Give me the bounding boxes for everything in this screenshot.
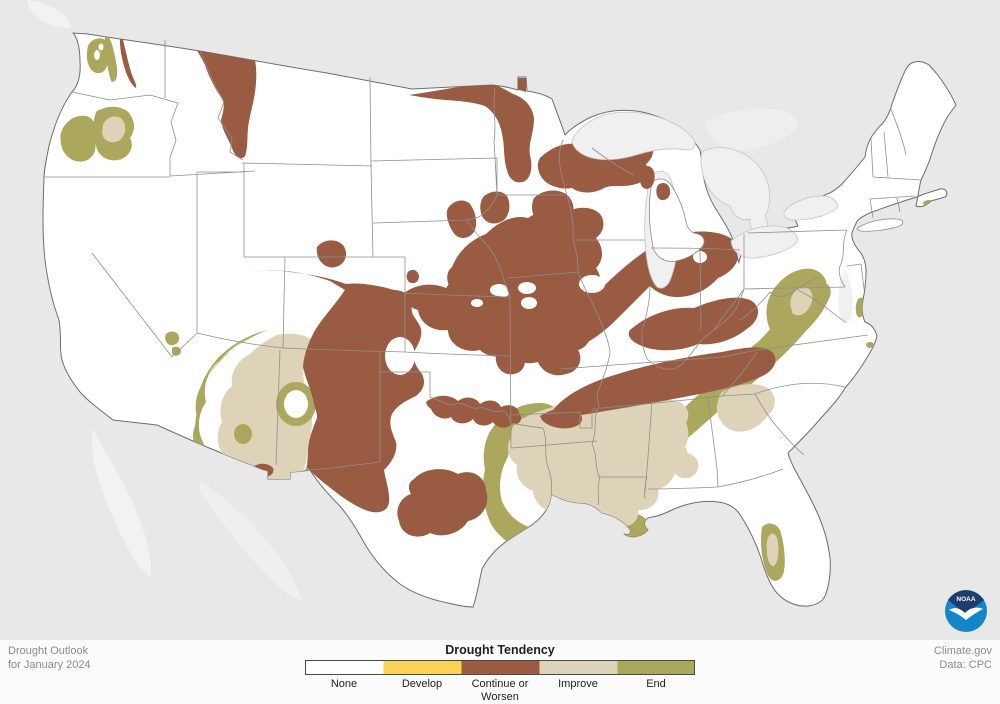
drought-tendency-legend: Drought Tendency None Develop Continue o… (300, 641, 700, 703)
legend-swatch-develop (383, 660, 462, 675)
footer-credit: Climate.gov Data: CPC (934, 644, 992, 673)
chesapeake-bay (838, 272, 853, 324)
lake-ontario (783, 195, 838, 221)
legend-label-continue-worsen: Continue or Worsen (471, 678, 529, 703)
legend-color-bar (305, 660, 695, 675)
legend-label-improve: Improve (558, 678, 598, 690)
footer-title-line2: for January 2024 (8, 659, 91, 672)
drought-continue-worsen-michigan (639, 166, 671, 201)
footer-bar: Drought Outlook for January 2024 Climate… (0, 640, 1000, 704)
legend-swatch-end (617, 660, 695, 675)
state-borders (44, 40, 922, 506)
legend-label-develop: Develop (401, 678, 443, 690)
legend-swatch-none (305, 660, 384, 675)
credit-line1: Climate.gov (933, 645, 992, 657)
noaa-logo-text: NOAA (956, 596, 975, 603)
legend-label-none: None (330, 678, 358, 690)
noaa-seagull-icon (949, 607, 983, 620)
legend-label-end: End (646, 678, 666, 690)
long-island (856, 218, 904, 232)
lake-superior (571, 111, 696, 161)
none-holes-southwest (94, 43, 308, 418)
us-drought-map (0, 0, 1000, 640)
noaa-logo-fan (948, 590, 984, 614)
footer-title: Drought Outlook for January 2024 (8, 644, 91, 673)
footer-title-line1: Drought Outlook (8, 645, 89, 657)
legend-bar-border (305, 660, 695, 675)
lake-erie (730, 225, 798, 259)
drought-continue-worsen-regions (119, 33, 816, 537)
legend-swatch-improve (539, 660, 618, 675)
terrain-shading (27, 0, 798, 600)
credit-line2: Data: CPC (939, 659, 992, 672)
noaa-logo: NOAA (945, 590, 987, 632)
legend-labels-row: None Develop Continue or Worsen Improve … (305, 678, 695, 703)
legend-swatch-continue-worsen (461, 660, 540, 675)
legend-title: Drought Tendency (445, 643, 555, 657)
